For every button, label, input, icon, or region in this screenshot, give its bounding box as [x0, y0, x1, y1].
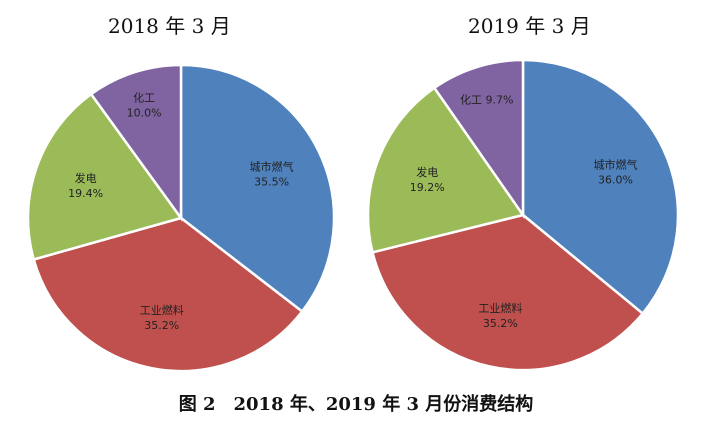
pie-2019-slice-power	[366, 86, 526, 254]
pie-2019-label-power: 发电 19.2%	[410, 165, 445, 194]
pie-2019-title: 2019 年 3 月	[468, 14, 591, 38]
pie-2018-slice-power	[26, 92, 184, 262]
pie-2018-slice-industrial-fuel	[32, 216, 304, 373]
pie-2019-label-city-gas: 城市燃气 36.0%	[594, 157, 638, 186]
pie-2019-slice-industrial-fuel	[371, 213, 645, 372]
pie-2018-label-city-gas: 城市燃气 35.5%	[250, 159, 294, 188]
pie-2019-label-chemical: 化工 9.7%	[460, 93, 513, 107]
pie-2018-label-industrial-fuel: 工业燃料 35.2%	[140, 303, 184, 332]
pie-2019-label-industrial-fuel: 工业燃料 35.2%	[478, 301, 522, 330]
pie-2018-label-power: 发电 19.4%	[68, 171, 103, 200]
pie-2019-slice-chemical	[432, 58, 525, 219]
pie-2018-slice-chemical	[89, 63, 183, 222]
pie-2018-label-chemical: 化工 10.0%	[127, 90, 162, 119]
pie-2018-title: 2018 年 3 月	[108, 14, 231, 38]
pie-2018-slice-city-gas	[179, 63, 336, 314]
figure-caption: 图 2 2018 年、2019 年 3 月份消费结构	[178, 394, 534, 415]
pie-2019-slice-city-gas	[521, 58, 680, 316]
